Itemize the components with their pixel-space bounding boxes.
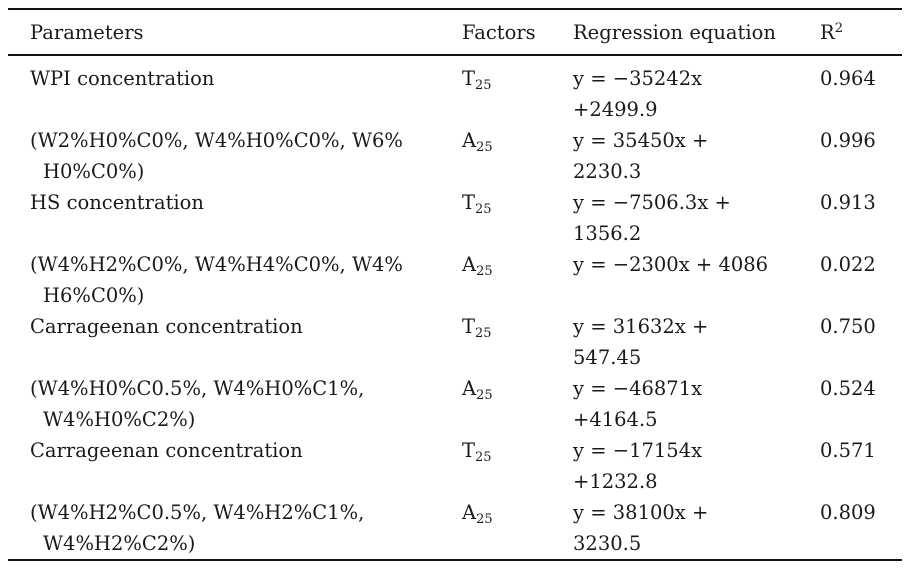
r2-cell: 0.996: [820, 129, 876, 152]
table-row: Carrageenan concentration T25 y = −17154…: [8, 435, 902, 497]
r2-cell: 0.571: [820, 439, 876, 462]
factor-subscript: 25: [475, 202, 492, 217]
equation-cell: y = −17154x +1232.8: [573, 439, 703, 493]
factor-cell: A25: [462, 249, 573, 311]
factor-base: T: [462, 439, 476, 462]
equation-cell: y = −46871x +4164.5: [573, 377, 703, 431]
col-header-factors-label: Factors: [462, 20, 536, 44]
factor-base: A: [462, 129, 477, 152]
param-text: WPI concentration: [30, 67, 215, 90]
col-header-r-squared-label: R: [820, 20, 835, 44]
header-row: Parameters Factors Regression equation R…: [8, 9, 902, 55]
r2-cell: 0.809: [820, 501, 876, 524]
factor-base: T: [462, 67, 476, 90]
table-row: WPI concentration T25 y = −35242x +2499.…: [8, 55, 902, 125]
factor-subscript: 25: [476, 140, 493, 155]
factor-cell: T25: [462, 311, 573, 373]
param-cell: Carrageenan concentration: [8, 311, 462, 373]
factor-base: A: [462, 501, 477, 524]
col-header-factors: Factors: [462, 9, 573, 55]
param-cell: (W2%H0%C0%, W4%H0%C0%, W6% H0%C0%): [8, 125, 462, 187]
regression-table: Parameters Factors Regression equation R…: [8, 8, 902, 561]
col-header-regression-equation: Regression equation: [573, 9, 820, 55]
factor-subscript: 25: [476, 388, 493, 403]
param-text: Carrageenan concentration: [30, 439, 303, 462]
param-cell: (W4%H2%C0%, W4%H4%C0%, W4% H6%C0%): [8, 249, 462, 311]
factor-cell: A25: [462, 497, 573, 560]
r-squared-exponent: 2: [834, 20, 843, 36]
col-header-r-squared: R2: [820, 9, 902, 55]
factor-cell: A25: [462, 373, 573, 435]
factor-base: A: [462, 253, 477, 276]
table-row: HS concentration T25 y = −7506.3x + 1356…: [8, 187, 902, 249]
equation-cell: y = −7506.3x + 1356.2: [573, 191, 731, 245]
param-cell: (W4%H2%C0.5%, W4%H2%C1%, W4%H2%C2%): [8, 497, 462, 560]
factor-subscript: 25: [475, 450, 492, 465]
table-row: (W4%H2%C0%, W4%H4%C0%, W4% H6%C0%) A25 y…: [8, 249, 902, 311]
table-row: Carrageenan concentration T25 y = 31632x…: [8, 311, 902, 373]
r2-cell: 0.750: [820, 315, 876, 338]
param-text: HS concentration: [30, 191, 204, 214]
equation-cell: y = 35450x + 2230.3: [573, 129, 709, 183]
param-text: (W2%H0%C0%, W4%H0%C0%, W6% H0%C0%): [30, 129, 403, 183]
table-row: (W4%H2%C0.5%, W4%H2%C1%, W4%H2%C2%) A25 …: [8, 497, 902, 560]
factor-cell: T25: [462, 55, 573, 125]
table-row: (W2%H0%C0%, W4%H0%C0%, W6% H0%C0%) A25 y…: [8, 125, 902, 187]
col-header-regression-equation-label: Regression equation: [573, 20, 776, 44]
factor-base: T: [462, 191, 476, 214]
r2-cell: 0.913: [820, 191, 876, 214]
equation-cell: y = 31632x + 547.45: [573, 315, 709, 369]
factor-subscript: 25: [475, 78, 492, 93]
factor-subscript: 25: [476, 264, 493, 279]
factor-cell: A25: [462, 125, 573, 187]
factor-subscript: 25: [476, 512, 493, 527]
col-header-parameters: Parameters: [8, 9, 462, 55]
param-text: Carrageenan concentration: [30, 315, 303, 338]
factor-cell: T25: [462, 435, 573, 497]
factor-base: A: [462, 377, 477, 400]
param-cell: Carrageenan concentration: [8, 435, 462, 497]
param-text: (W4%H2%C0.5%, W4%H2%C1%, W4%H2%C2%): [30, 501, 365, 555]
factor-subscript: 25: [475, 326, 492, 341]
param-cell: HS concentration: [8, 187, 462, 249]
col-header-parameters-label: Parameters: [30, 20, 144, 44]
r2-cell: 0.524: [820, 377, 876, 400]
factor-base: T: [462, 315, 476, 338]
table-row: (W4%H0%C0.5%, W4%H0%C1%, W4%H0%C2%) A25 …: [8, 373, 902, 435]
param-cell: WPI concentration: [8, 55, 462, 125]
param-text: (W4%H2%C0%, W4%H4%C0%, W4% H6%C0%): [30, 253, 403, 307]
param-cell: (W4%H0%C0.5%, W4%H0%C1%, W4%H0%C2%): [8, 373, 462, 435]
r2-cell: 0.022: [820, 253, 876, 276]
equation-cell: y = −35242x +2499.9: [573, 67, 703, 121]
equation-cell: y = −2300x + 4086: [573, 253, 769, 276]
param-text: (W4%H0%C0.5%, W4%H0%C1%, W4%H0%C2%): [30, 377, 365, 431]
factor-cell: T25: [462, 187, 573, 249]
equation-cell: y = 38100x + 3230.5: [573, 501, 709, 555]
r2-cell: 0.964: [820, 67, 876, 90]
